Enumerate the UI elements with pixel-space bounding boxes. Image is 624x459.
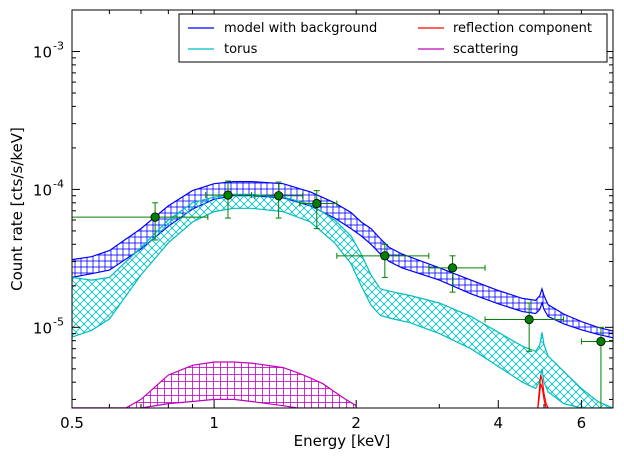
x-tick-label: 2 xyxy=(351,414,361,432)
data-marker xyxy=(150,212,160,222)
band-upper-reflection-component xyxy=(537,374,549,408)
legend-label-reflection-component: reflection component xyxy=(453,21,592,36)
band-lower-reflection-component xyxy=(537,383,549,408)
legend-label-model-with-background: model with background xyxy=(224,21,377,36)
data-points xyxy=(72,180,613,408)
y-tick-label-exponent: -3 xyxy=(53,40,64,53)
band-fill-model-with-background xyxy=(72,181,613,338)
band-upper-scattering xyxy=(72,361,357,408)
data-point-2 xyxy=(205,180,252,219)
legend-box xyxy=(178,13,608,63)
plot-frame xyxy=(71,9,614,409)
data-marker xyxy=(596,336,606,347)
y-tick-label: 10 xyxy=(33,181,52,199)
data-point-4 xyxy=(299,190,338,230)
data-point-6 xyxy=(428,255,486,293)
y-tick-label: 10 xyxy=(33,319,52,337)
y-tick-label: 10 xyxy=(33,44,52,62)
band-upper-model-with-background xyxy=(72,181,613,332)
band-fill-scattering xyxy=(72,362,357,408)
data-point-5 xyxy=(336,243,430,278)
y-tick-label-exponent: -5 xyxy=(53,315,64,328)
band-lower-scattering xyxy=(72,398,357,408)
y-axis-label: Count rate [cts/s/keV] xyxy=(8,127,26,291)
legend-label-scattering: scattering xyxy=(453,42,519,57)
x-tick-label: 4 xyxy=(494,414,504,432)
model-bands xyxy=(72,181,613,408)
data-marker xyxy=(380,251,390,261)
y-tick-label-exponent: -4 xyxy=(53,177,64,190)
data-point-1 xyxy=(72,202,209,241)
data-marker xyxy=(447,263,458,273)
data-point-3 xyxy=(254,181,304,219)
data-point-8 xyxy=(580,326,613,408)
band-lower-torus xyxy=(72,207,613,408)
data-marker xyxy=(274,191,284,201)
legend-label-torus: torus xyxy=(224,42,258,57)
band-fill-torus xyxy=(72,194,613,408)
x-tick-label: 0.5 xyxy=(60,414,84,432)
band-upper-torus xyxy=(72,193,613,408)
x-tick-label: 1 xyxy=(209,414,219,432)
data-marker xyxy=(223,190,233,200)
data-point-7 xyxy=(484,302,565,352)
x-axis-label: Energy [keV] xyxy=(294,432,391,450)
data-marker xyxy=(312,198,322,209)
legend: model with background reflection compone… xyxy=(178,13,608,63)
x-tick-label: 6 xyxy=(577,414,587,432)
data-marker xyxy=(524,314,534,325)
